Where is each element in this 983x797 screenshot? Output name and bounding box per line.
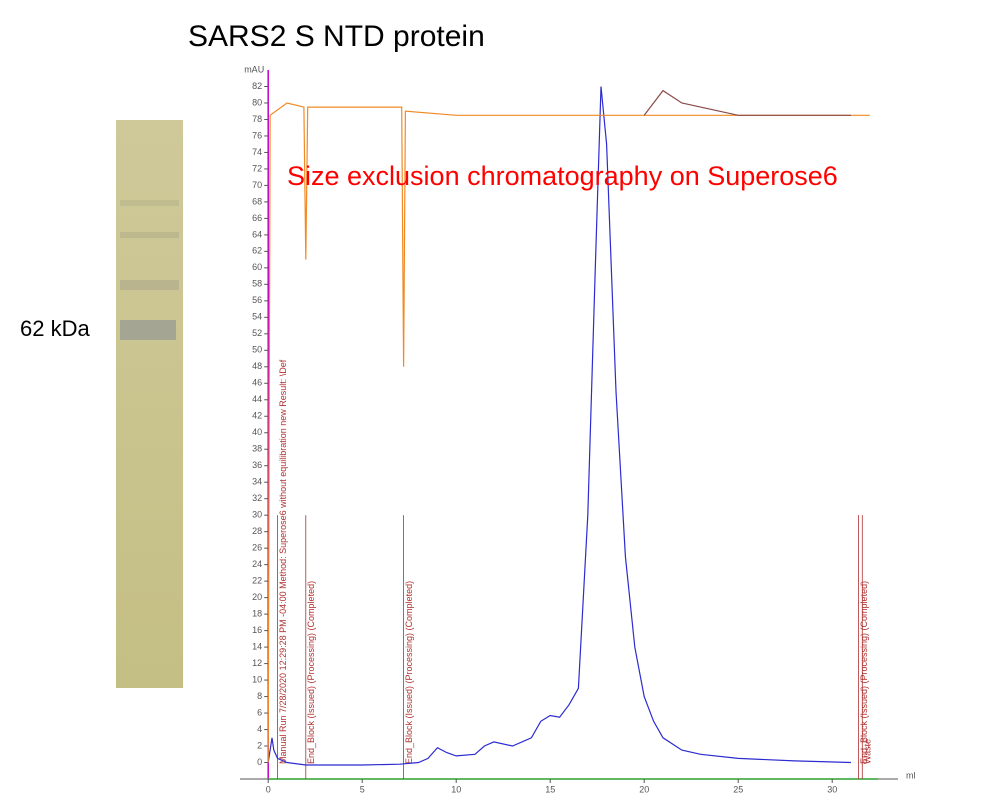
x-tick-label: 15 (545, 784, 555, 794)
y-tick-label: 44 (252, 394, 262, 404)
y-tick-label: 58 (252, 279, 262, 289)
y-tick-label: 80 (252, 97, 262, 107)
x-tick-label: 30 (827, 784, 837, 794)
event-label: End_Block (Issued) (Processing) (Complet… (306, 581, 316, 764)
y-tick-label: 48 (252, 361, 262, 371)
gel-band (120, 320, 176, 340)
y-tick-label: 68 (252, 196, 262, 206)
y-tick-label: 30 (252, 510, 262, 520)
y-tick-label: 10 (252, 674, 262, 684)
y-tick-label: 62 (252, 246, 262, 256)
y-tick-label: 18 (252, 608, 262, 618)
series-line (267, 102, 870, 763)
y-tick-label: 76 (252, 130, 262, 140)
y-tick-label: 14 (252, 641, 262, 651)
y-tick-label: 20 (252, 592, 262, 602)
y-tick-label: 2 (257, 740, 262, 750)
y-tick-label: 50 (252, 345, 262, 355)
gel-lane (116, 120, 183, 688)
y-tick-label: 74 (252, 147, 262, 157)
y-tick-label: 40 (252, 427, 262, 437)
event-label: Waste (863, 739, 873, 764)
y-tick-label: 78 (252, 114, 262, 124)
title: SARS2 S NTD protein (188, 20, 485, 53)
gel-label: 62 kDa (20, 316, 90, 341)
y-tick-label: 28 (252, 526, 262, 536)
y-tick-label: 32 (252, 493, 262, 503)
y-tick-label: 42 (252, 411, 262, 421)
x-tick-label: 5 (360, 784, 365, 794)
y-tick-label: 46 (252, 378, 262, 388)
gel-band (120, 200, 179, 206)
x-tick-label: 20 (639, 784, 649, 794)
y-tick-label: 4 (257, 724, 262, 734)
y-tick-label: 36 (252, 460, 262, 470)
chart: mAUml02468101214161820222426283032343638… (240, 64, 916, 794)
x-tick-label: 10 (451, 784, 461, 794)
y-tick-label: 8 (257, 691, 262, 701)
y-tick-label: 12 (252, 658, 262, 668)
y-tick-label: 70 (252, 180, 262, 190)
gel-band (120, 280, 179, 290)
y-tick-label: 24 (252, 559, 262, 569)
y-tick-label: 60 (252, 262, 262, 272)
x-tick-label: 0 (266, 784, 271, 794)
series-line (267, 86, 852, 766)
x-axis-label: ml (906, 770, 916, 780)
y-tick-label: 0 (257, 757, 262, 767)
y-tick-label: 52 (252, 328, 262, 338)
y-tick-label: 72 (252, 163, 262, 173)
gel-band (120, 232, 179, 238)
y-tick-label: 22 (252, 576, 262, 586)
y-tick-label: 38 (252, 444, 262, 454)
event-label: Manual Run 7/28/2020 12:29:28 PM -04:00 … (278, 359, 288, 764)
event-label: End_Block (Issued) (Processing) (Complet… (404, 581, 414, 764)
y-tick-label: 34 (252, 477, 262, 487)
y-tick-label: 66 (252, 213, 262, 223)
y-tick-label: 6 (257, 707, 262, 717)
y-axis-label: mAU (244, 64, 264, 74)
event-label: End_Block (Issued) (Processing) (Complet… (859, 581, 869, 764)
x-tick-label: 25 (733, 784, 743, 794)
y-tick-label: 26 (252, 543, 262, 553)
y-tick-label: 54 (252, 312, 262, 322)
y-tick-label: 16 (252, 625, 262, 635)
y-tick-label: 82 (252, 81, 262, 91)
series-line (643, 89, 851, 116)
y-tick-label: 56 (252, 295, 262, 305)
annotation: Size exclusion chromatography on Superos… (287, 161, 838, 191)
y-tick-label: 64 (252, 229, 262, 239)
